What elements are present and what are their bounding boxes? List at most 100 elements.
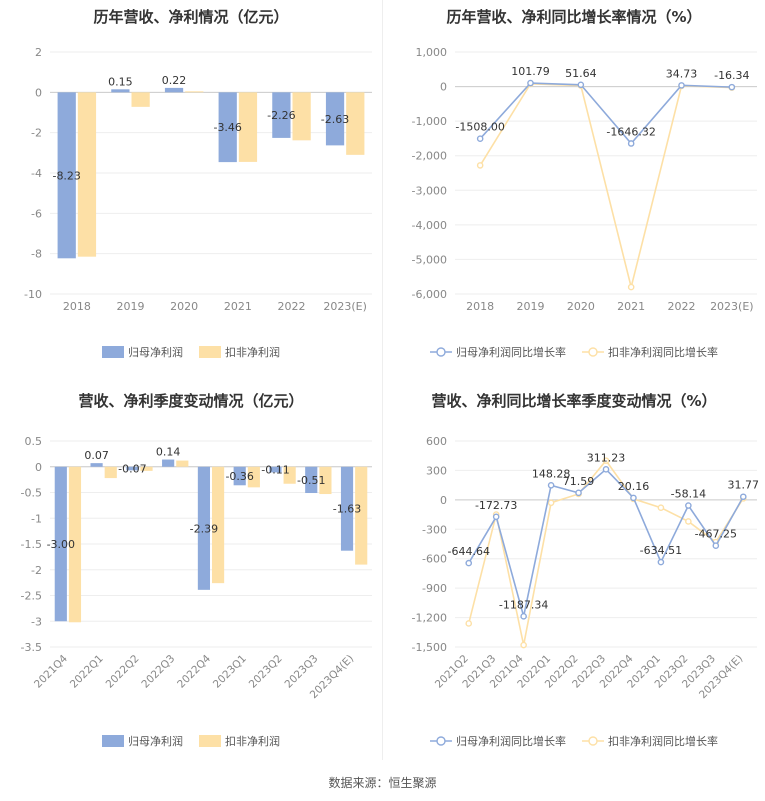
x-tick-label: 2019 — [517, 300, 545, 313]
data-label: 101.79 — [511, 65, 550, 78]
bar-parent-net-profit — [340, 466, 354, 551]
legend-label: 扣非净利润 — [225, 345, 280, 359]
y-tick-label: -300 — [422, 523, 447, 536]
legend-label: 扣非净利润 — [225, 734, 280, 748]
quarterly-profit-svg: 0.50-0.5-1-1.5-2-2.5-3-3.52021Q42022Q120… — [21, 435, 372, 748]
data-point — [465, 559, 473, 567]
x-tick-label: 2022Q1 — [68, 653, 106, 691]
data-label: 0.15 — [108, 75, 133, 88]
y-tick-label: -8 — [31, 248, 42, 261]
legend-swatch-marker — [436, 347, 446, 357]
annual-growth-chart: 历年营收、净利同比增长率情况（%） 1,000 0 -1,000 -2,000 -3,0… — [383, 0, 765, 380]
x-tick-label: 2021 — [224, 300, 252, 313]
chart-title: 历年营收、净利情况（亿元） — [93, 8, 289, 26]
data-label: 0.14 — [156, 446, 181, 459]
data-point — [520, 641, 527, 649]
quarterly-growth-chart: 营收、净利同比增长率季度变动情况（%） 600 300 0 -300 -600 -900 -… — [383, 384, 765, 760]
data-label: 31.77 — [728, 479, 760, 492]
bar-deducted-net-profit — [212, 466, 225, 584]
legend-swatch — [102, 735, 124, 747]
bar-deducted-net-profit — [104, 466, 117, 479]
chart-title: 营收、净利季度变动情况（亿元） — [78, 392, 304, 410]
data-label: -58.14 — [671, 488, 706, 501]
data-label: 148.28 — [532, 467, 571, 480]
legend-swatch — [199, 735, 221, 747]
bar-parent-net-profit — [325, 92, 345, 146]
y-tick-label: -3 — [31, 615, 42, 628]
x-tick-label: 2018 — [63, 300, 91, 313]
bar-deducted-net-profit — [238, 92, 258, 162]
y-tick-label: 1,000 — [416, 46, 448, 59]
y-tick-label: -1,500 — [412, 641, 447, 654]
data-point — [657, 504, 665, 512]
bar-deducted-net-profit — [176, 460, 189, 467]
x-tick-label: 2022 — [668, 300, 696, 313]
bar-deducted-net-profit — [355, 466, 368, 565]
data-label: -0.36 — [225, 470, 253, 483]
legend-label: 归母净利润 — [128, 345, 183, 359]
bar-parent-net-profit — [57, 92, 76, 259]
legend-swatch-marker — [588, 347, 598, 357]
y-tick-label: -1 — [31, 512, 42, 525]
data-label: -0.51 — [297, 474, 325, 487]
x-tick-label: 2020 — [567, 300, 595, 313]
bar-parent-net-profit — [305, 466, 318, 494]
bar-parent-net-profit — [164, 87, 184, 93]
data-point — [630, 494, 637, 502]
x-tick-label: 2022Q4 — [175, 652, 213, 690]
bar-parent-net-profit — [126, 466, 139, 471]
annual-profit-svg: 2 0 -2 -4 -6 -8 -10 2018 2019 2020 2021 2022 2023(E)… — [24, 46, 372, 359]
data-point — [657, 558, 665, 566]
data-point — [547, 482, 555, 489]
y-tick-label: -6 — [31, 207, 42, 220]
bar-deducted-net-profit — [283, 466, 296, 484]
y-tick-label: -2.5 — [21, 590, 42, 603]
data-label: 71.59 — [563, 475, 595, 488]
data-label: 0.07 — [84, 449, 109, 462]
x-tick-label: 2023Q2 — [247, 653, 285, 691]
data-point — [602, 466, 610, 473]
legend-label: 归母净利润同比增长率 — [456, 734, 566, 748]
y-tick-label: -1,000 — [412, 115, 447, 128]
data-label: -2.39 — [190, 522, 218, 535]
bar-parent-net-profit — [162, 459, 175, 467]
data-label: -1.63 — [333, 503, 361, 516]
y-tick-label: -900 — [422, 582, 447, 595]
y-tick-label: -5,000 — [412, 253, 447, 266]
data-point — [627, 283, 635, 291]
x-tick-label: 2022Q3 — [139, 653, 177, 691]
bar-deducted-net-profit — [292, 92, 311, 141]
data-point — [577, 81, 585, 89]
legend-label: 归母净利润同比增长率 — [456, 345, 566, 359]
y-tick-label: -4 — [31, 167, 42, 180]
data-point — [476, 135, 484, 143]
y-tick-label: 600 — [426, 435, 447, 448]
legend-label: 扣非净利润同比增长率 — [608, 345, 718, 359]
legend-swatch-marker — [436, 736, 446, 746]
y-tick-label: 300 — [426, 464, 447, 477]
data-label: -634.51 — [640, 544, 682, 557]
quarterly-profit-chart: 营收、净利季度变动情况（亿元） 0.5 0 -0.5 -1 -1.5 -2 -2.5 -3 -3… — [0, 384, 382, 760]
bar-parent-net-profit — [111, 89, 130, 93]
data-label: -0.07 — [118, 463, 146, 476]
legend-label: 归母净利润 — [128, 734, 183, 748]
y-tick-label: 2 — [35, 46, 42, 59]
data-label: -467.25 — [695, 528, 737, 541]
y-tick-label: -600 — [422, 553, 447, 566]
bar-deducted-net-profit — [346, 92, 365, 155]
y-tick-label: -3.5 — [21, 641, 42, 654]
y-tick-label: 0 — [35, 461, 42, 474]
data-point — [739, 493, 747, 501]
x-tick-label: 2023(E) — [323, 300, 367, 313]
bar-parent-net-profit — [90, 463, 103, 467]
data-point — [465, 620, 473, 627]
bar-deducted-net-profit — [68, 466, 82, 623]
data-label: -2.26 — [267, 109, 295, 122]
data-label: -644.64 — [447, 545, 489, 558]
data-source: 数据来源：恒生聚源 — [328, 776, 437, 790]
bar-deducted-net-profit — [140, 466, 153, 471]
annual-profit-chart: 历年营收、净利情况（亿元） 2 0 -2 -4 -6 -8 -10 2018 2019 2020 2… — [0, 0, 382, 380]
bar-parent-net-profit — [269, 466, 282, 473]
y-tick-label: 0.5 — [25, 435, 43, 448]
data-point — [685, 502, 692, 509]
